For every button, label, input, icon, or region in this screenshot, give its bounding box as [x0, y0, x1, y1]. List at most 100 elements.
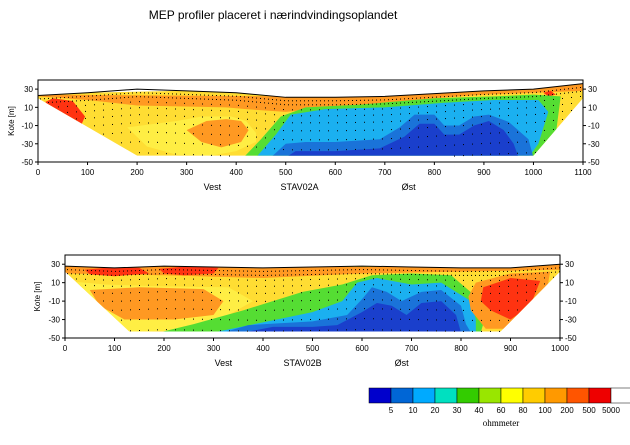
y-tick-label-right: 30	[565, 260, 574, 269]
measurement-point	[490, 300, 491, 302]
measurement-point	[247, 135, 248, 137]
measurement-point	[319, 299, 320, 301]
measurement-point	[363, 273, 364, 275]
measurement-point	[229, 285, 230, 287]
measurement-point	[351, 273, 352, 275]
measurement-point	[256, 319, 257, 321]
measurement-point	[184, 299, 185, 301]
measurement-point	[265, 128, 266, 130]
measurement-point	[481, 116, 482, 118]
measurement-point	[499, 309, 500, 311]
measurement-point	[319, 269, 320, 271]
measurement-point	[238, 285, 239, 287]
measurement-point	[291, 274, 292, 276]
measurement-point	[445, 330, 446, 332]
measurement-point	[220, 117, 221, 119]
legend-label: 80	[519, 406, 528, 415]
measurement-point	[373, 329, 374, 331]
measurement-point	[238, 110, 239, 112]
measurement-point	[355, 284, 356, 286]
measurement-point	[84, 99, 85, 101]
measurement-point	[382, 291, 383, 293]
measurement-point	[346, 122, 347, 124]
measurement-point	[157, 114, 158, 116]
measurement-point	[553, 276, 554, 278]
measurement-point	[526, 131, 527, 133]
measurement-point	[526, 299, 527, 301]
measurement-point	[103, 285, 104, 287]
measurement-point	[104, 94, 105, 96]
measurement-point	[355, 269, 356, 271]
measurement-point	[335, 273, 336, 275]
measurement-point	[399, 269, 400, 271]
measurement-point	[380, 103, 381, 105]
measurement-point	[256, 106, 257, 108]
measurement-point	[121, 108, 122, 110]
measurement-point	[454, 110, 455, 112]
measurement-point	[391, 269, 392, 271]
measurement-point	[96, 99, 97, 101]
measurement-point	[200, 98, 201, 100]
measurement-point	[481, 109, 482, 111]
measurement-point	[387, 269, 388, 271]
measurement-point	[64, 97, 65, 99]
legend-swatch	[500, 387, 524, 404]
measurement-point	[88, 95, 89, 97]
measurement-point	[564, 92, 565, 94]
measurement-point	[459, 270, 460, 272]
measurement-point	[157, 318, 158, 320]
measurement-point	[166, 153, 167, 155]
measurement-point	[229, 144, 230, 146]
measurement-point	[490, 309, 491, 311]
measurement-point	[296, 100, 297, 102]
measurement-point	[409, 284, 410, 286]
measurement-point	[139, 291, 140, 293]
measurement-point	[310, 109, 311, 111]
measurement-point	[143, 269, 144, 271]
measurement-point	[202, 133, 203, 135]
measurement-point	[364, 291, 365, 293]
profile-chart-stav02b: 0 100 200 300 400 500 600 700 800 900 1000 30 30 10 10…	[33, 254, 577, 368]
measurement-point	[301, 292, 302, 294]
measurement-point	[256, 300, 257, 302]
measurement-point	[139, 278, 140, 280]
measurement-point	[85, 110, 86, 112]
label-east-b: Øst	[395, 358, 410, 368]
measurement-point	[391, 121, 392, 123]
measurement-point	[175, 115, 176, 117]
measurement-point	[511, 270, 512, 272]
measurement-point	[176, 97, 177, 99]
measurement-point	[307, 270, 308, 272]
measurement-point	[301, 279, 302, 281]
measurement-point	[157, 299, 158, 301]
measurement-point	[166, 329, 167, 331]
measurement-point	[112, 108, 113, 110]
measurement-point	[240, 100, 241, 102]
measurement-point	[428, 97, 429, 99]
measurement-point	[211, 124, 212, 126]
measurement-point	[356, 99, 357, 101]
measurement-point	[155, 273, 156, 275]
measurement-point	[283, 300, 284, 302]
measurement-point	[445, 145, 446, 147]
measurement-point	[108, 98, 109, 100]
measurement-point	[166, 318, 167, 320]
measurement-point	[103, 300, 104, 302]
measurement-point	[488, 93, 489, 95]
legend-label: 60	[497, 406, 506, 415]
x-tick-label: 500	[306, 344, 320, 353]
measurement-point	[407, 273, 408, 275]
measurement-point	[400, 107, 401, 109]
measurement-point	[355, 108, 356, 110]
measurement-point	[384, 99, 385, 101]
measurement-point	[467, 270, 468, 272]
measurement-point	[499, 279, 500, 281]
measurement-point	[148, 299, 149, 301]
measurement-point	[580, 86, 581, 88]
measurement-point	[454, 292, 455, 294]
measurement-point	[572, 91, 573, 93]
measurement-point	[40, 98, 41, 100]
measurement-point	[454, 134, 455, 136]
measurement-point	[382, 318, 383, 320]
measurement-point	[409, 278, 410, 280]
